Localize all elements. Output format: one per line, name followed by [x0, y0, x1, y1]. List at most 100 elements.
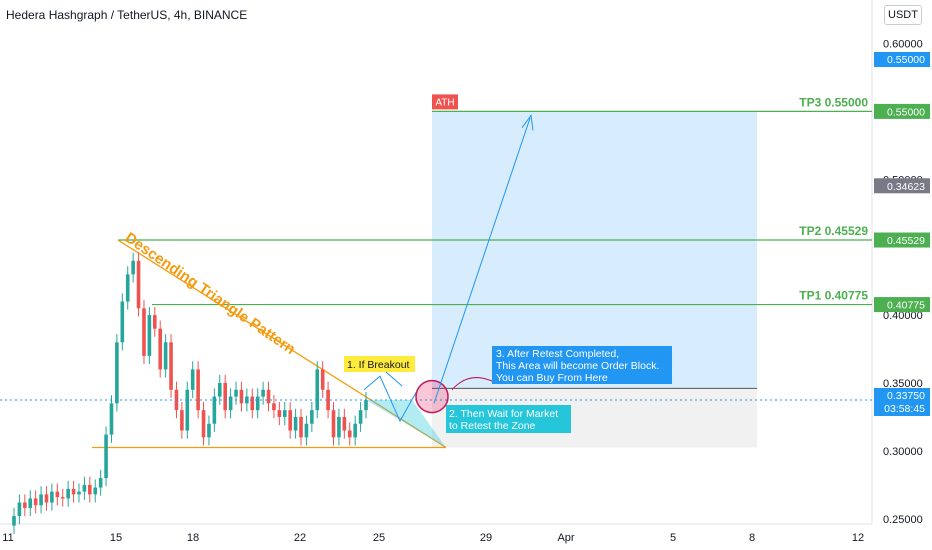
candle [104, 426, 108, 487]
candle-body [50, 491, 54, 503]
candle [120, 293, 125, 351]
candle-body [131, 260, 135, 275]
candle-body [261, 389, 265, 397]
retest-circle [415, 379, 449, 414]
candle [180, 402, 184, 439]
candle-body [66, 488, 70, 499]
candle [207, 415, 211, 446]
candle-body [353, 423, 357, 438]
candle-body [158, 328, 163, 370]
candle [293, 408, 298, 439]
candle [98, 469, 103, 496]
candle-body [201, 410, 206, 438]
candle-body [250, 396, 255, 411]
candle [33, 490, 38, 514]
candle-body [347, 430, 352, 438]
step2-box [446, 405, 571, 433]
candle-body [196, 369, 200, 411]
candle [288, 402, 292, 439]
candle [147, 306, 152, 364]
candle-body [180, 410, 184, 431]
currency-button[interactable]: USDT [884, 5, 922, 25]
candle [28, 490, 33, 517]
candle [60, 488, 65, 507]
candle-body [310, 410, 314, 424]
breakout-path [363, 375, 417, 423]
step2-line2: to Retest the Zone [449, 420, 536, 432]
candle [131, 252, 135, 283]
candle [234, 381, 238, 405]
candle-body [169, 342, 173, 390]
triangle-resistance [117, 239, 447, 449]
candle-body [282, 410, 287, 417]
step3-line3: You can Buy From Here [496, 372, 608, 384]
candle [228, 388, 233, 419]
candle-body [55, 491, 60, 498]
ath-tag [432, 94, 458, 110]
candle-body [82, 484, 87, 492]
x-tick-label: 11 [2, 532, 13, 544]
candle [23, 494, 27, 517]
step1-pointer [385, 371, 403, 387]
candle-body [12, 516, 16, 526]
candle [353, 415, 357, 446]
x-tick-label: Apr [557, 532, 574, 544]
candle [320, 361, 325, 398]
candle-body [299, 416, 303, 438]
candle-body [331, 410, 336, 438]
step3-box [492, 346, 672, 384]
candle [66, 480, 70, 507]
candle-body [17, 502, 22, 517]
candle-body [109, 403, 114, 435]
candle [158, 320, 163, 378]
candle-body [93, 487, 98, 495]
x-tick-label: 25 [373, 532, 385, 544]
candle [55, 483, 60, 506]
current-price-tag: 0.33750 [887, 390, 925, 402]
candle [239, 381, 244, 412]
candle-body [315, 369, 320, 411]
current-price-bg [874, 388, 930, 416]
candle-body [326, 389, 330, 411]
candle-body [217, 383, 222, 397]
candle-body [212, 396, 217, 424]
candle [82, 476, 87, 500]
candle-body [277, 410, 282, 417]
ath-label: ATH [435, 97, 454, 108]
candle [71, 480, 76, 503]
price-tag-346-bg [874, 178, 930, 194]
candle-body [255, 396, 260, 411]
price-tag-tp2-bg [874, 232, 930, 248]
candle [299, 408, 303, 446]
candle-body [98, 478, 103, 488]
p550a-bg [874, 52, 930, 67]
candle [282, 402, 287, 426]
candle-body [293, 416, 298, 431]
candle [39, 486, 43, 514]
y-tick-label: 0.40000 [883, 310, 923, 322]
chart-title: Hedera Hashgraph / TetherUS, 4h, BINANCE [6, 8, 248, 22]
step1-label: 1. If Breakout [347, 359, 410, 371]
step3-line1: 3. After Retest Completed, [496, 348, 619, 360]
candle [326, 381, 330, 419]
candle-body [71, 488, 76, 495]
candle [44, 486, 49, 511]
y-tick-label: 0.30000 [883, 446, 923, 458]
candle-body [142, 308, 146, 356]
candle-body [23, 502, 27, 508]
candle-body [207, 423, 211, 438]
tp3-label: TP3 0.55000 [799, 95, 868, 109]
candle-body [163, 342, 168, 370]
y-tick-label: 0.35000 [883, 378, 923, 390]
x-tick-label: 18 [187, 532, 199, 544]
candle-body [223, 383, 227, 411]
step3-line2: This Area will become Order Block. [496, 360, 659, 372]
step2-line1: 2. Then Wait for Market [449, 408, 558, 420]
candle [163, 334, 168, 378]
candle-body [304, 423, 309, 438]
candle-body [364, 399, 368, 411]
y-tick-label: 0.25000 [883, 514, 923, 526]
x-tick-label: 22 [294, 532, 306, 544]
candle-body [153, 315, 157, 329]
